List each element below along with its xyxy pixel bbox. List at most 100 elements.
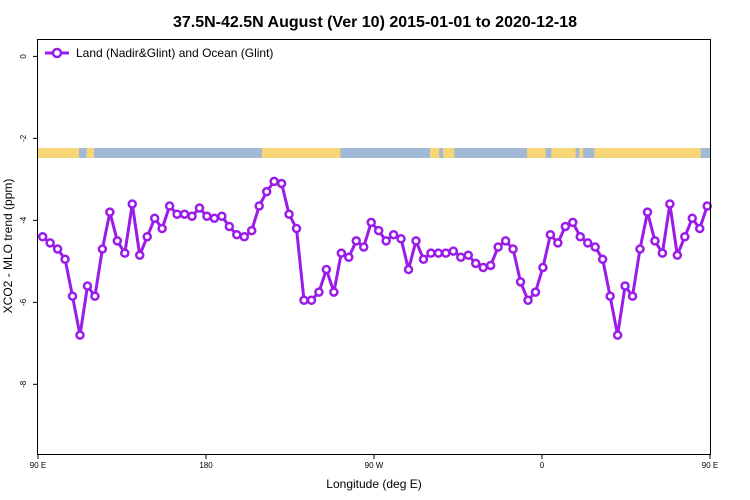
x-axis: 90 E 180 90 W 0 90 E — [30, 454, 718, 470]
data-point — [485, 260, 496, 271]
y-axis-label: XCO2 - MLO trend (ppm) — [1, 179, 15, 314]
data-point — [612, 330, 623, 340]
y-tick-label: -4 — [19, 216, 28, 224]
data-point — [456, 252, 466, 262]
data-point — [650, 236, 660, 246]
y-tick-label: -2 — [19, 134, 28, 142]
data-point — [194, 203, 205, 213]
data-point — [172, 209, 182, 219]
data-point — [366, 217, 376, 228]
data-point — [627, 291, 638, 301]
data-point — [568, 217, 578, 228]
data-point — [306, 295, 317, 306]
data-point — [157, 223, 167, 234]
data-point — [665, 199, 675, 209]
y-tick-label: -6 — [19, 298, 28, 306]
data-point — [291, 223, 302, 234]
data-point — [448, 246, 459, 256]
data-point — [75, 330, 85, 340]
y-axis: 0 -2 -4 -6 -8 — [19, 54, 38, 388]
data-point — [336, 248, 347, 258]
data-point — [179, 209, 190, 219]
data-point — [560, 221, 571, 232]
data-point — [672, 250, 683, 260]
x-tick-label: 180 — [199, 461, 213, 470]
data-point — [478, 262, 488, 273]
land-ocean-strip — [38, 148, 710, 158]
land-segment — [86, 148, 94, 158]
data-point — [202, 211, 212, 222]
data-point — [67, 291, 78, 301]
y-tick-label: 0 — [19, 54, 28, 59]
legend: Land (Nadir&Glint) and Ocean (Glint) — [45, 46, 273, 60]
data-point — [164, 201, 175, 211]
data-point — [582, 238, 593, 248]
data-point — [321, 264, 332, 275]
data-point — [232, 229, 242, 240]
data-point — [470, 258, 481, 269]
data-point — [329, 287, 339, 297]
data-point — [269, 176, 279, 187]
data-point — [261, 186, 272, 197]
data-point — [284, 209, 294, 219]
land-segment — [616, 148, 701, 158]
data-point — [441, 248, 451, 258]
data-point — [105, 207, 115, 217]
x-tick-label: 90 E — [30, 461, 46, 470]
data-point — [127, 199, 138, 209]
data-point — [82, 281, 93, 291]
data-point — [276, 178, 287, 189]
chart-title: 37.5N-42.5N August (Ver 10) 2015-01-01 t… — [173, 14, 577, 31]
data-point — [694, 223, 705, 234]
data-point — [635, 244, 645, 254]
data-point — [396, 234, 406, 244]
data-point — [597, 254, 608, 265]
legend-label: Land (Nadir&Glint) and Ocean (Glint) — [76, 46, 273, 60]
data-point — [403, 264, 414, 275]
data-point — [418, 254, 429, 265]
data-point — [120, 248, 130, 258]
data-point — [45, 238, 55, 248]
data-point — [515, 277, 526, 287]
data-point — [314, 287, 324, 297]
land-segment — [443, 148, 455, 158]
land-segment — [262, 148, 341, 158]
series-layer — [37, 176, 712, 340]
data-point — [426, 248, 436, 258]
data-point — [500, 236, 511, 246]
legend-marker — [51, 47, 63, 59]
data-point — [411, 236, 421, 246]
x-tick-label: 90 E — [702, 461, 718, 470]
data-point — [112, 236, 123, 246]
data-point — [142, 232, 152, 242]
data-point — [590, 242, 600, 252]
data-point — [657, 248, 668, 258]
data-point — [620, 281, 630, 291]
data-point — [358, 242, 369, 252]
data-point — [52, 244, 63, 254]
data-point — [90, 291, 100, 301]
data-point — [60, 254, 70, 265]
land-segment — [551, 148, 576, 158]
data-point — [493, 242, 503, 252]
data-point — [97, 244, 108, 254]
data-point — [217, 211, 227, 222]
data-point — [373, 225, 384, 236]
land-segment — [594, 148, 617, 158]
data-point — [605, 291, 615, 301]
y-tick-label: -8 — [19, 380, 28, 388]
data-point — [134, 250, 145, 260]
x-tick-label: 90 W — [365, 461, 384, 470]
data-point — [463, 250, 474, 260]
data-point — [209, 213, 220, 224]
data-point — [381, 236, 391, 246]
data-point — [433, 248, 444, 258]
data-point — [702, 201, 712, 211]
land-segment — [430, 148, 440, 158]
x-axis-label: Longitude (deg E) — [326, 477, 421, 491]
data-point — [37, 232, 48, 242]
data-point — [224, 221, 235, 232]
data-point — [575, 232, 586, 242]
ocean-band — [38, 148, 710, 158]
